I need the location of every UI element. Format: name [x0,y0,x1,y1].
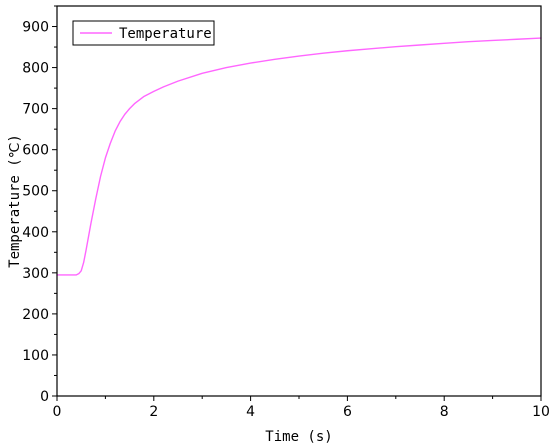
plot-border [56,5,542,397]
y-tick-label: 400 [22,225,49,241]
x-tick-label: 4 [246,404,255,420]
x-tick-label: 2 [149,404,158,420]
y-tick-label: 200 [22,307,49,323]
legend-label-temperature: Temperature [119,26,212,42]
y-tick-label: 800 [22,61,49,77]
x-tick-label: 0 [53,404,62,420]
y-tick-label: 0 [40,389,49,405]
legend: Temperature [72,20,215,46]
x-tick-label: 8 [440,404,449,420]
series-layer [56,37,542,276]
series-line-temperature [56,37,542,276]
x-tick-label: 6 [343,404,352,420]
y-axis-title: Temperature (℃) [7,134,23,268]
y-tick-label: 100 [22,348,49,364]
y-tick-label: 500 [22,184,49,200]
y-tick-label: 900 [22,20,49,36]
y-tick-label: 700 [22,102,49,118]
x-tick-label: 10 [532,404,550,420]
y-tick-label: 600 [22,143,49,159]
y-tick-label: 300 [22,266,49,282]
x-axis-title: Time (s) [265,429,332,445]
plot-frame [56,5,542,397]
